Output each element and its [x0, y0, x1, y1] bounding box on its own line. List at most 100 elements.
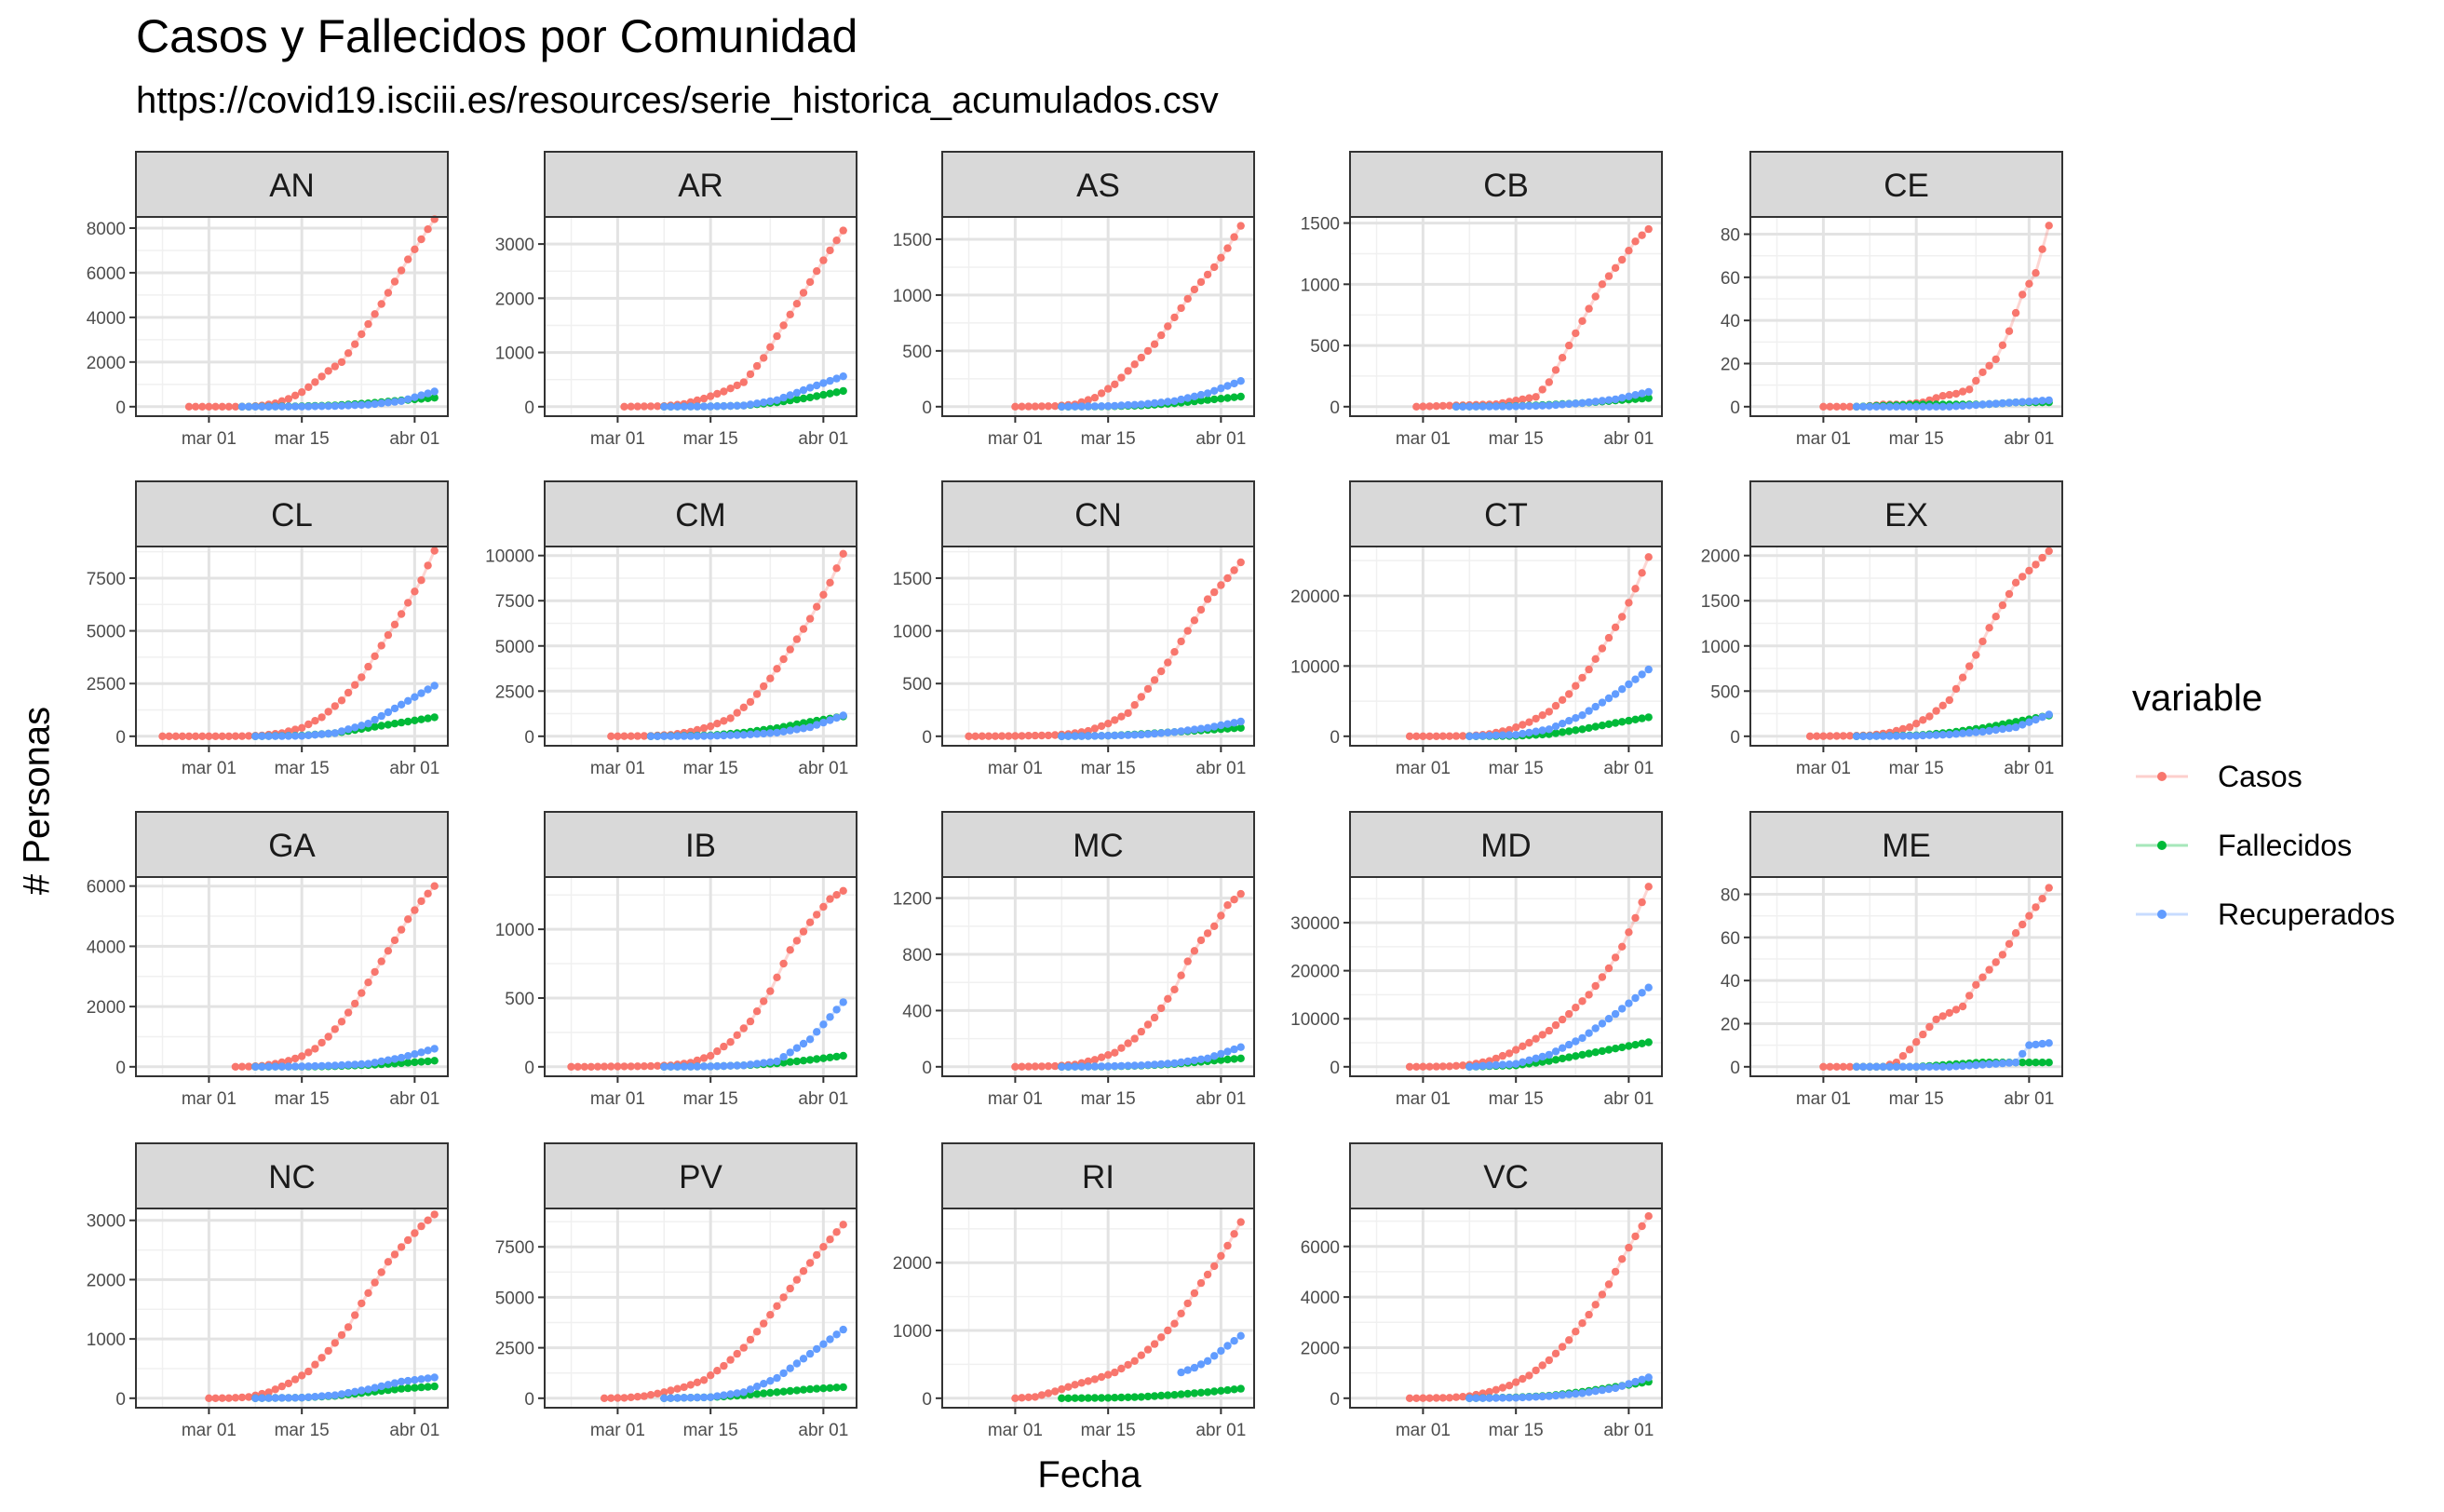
x-tick-label: mar 15 — [275, 1089, 330, 1109]
y-tick-label: 400 — [902, 1002, 932, 1021]
data-point-casos — [2011, 929, 2020, 938]
data-point-recuperados — [1919, 731, 1927, 740]
data-point-casos — [773, 973, 781, 982]
data-point-recuperados — [1183, 1057, 1192, 1066]
data-point-recuperados — [1111, 1061, 1119, 1071]
data-point-fallecidos — [1558, 1054, 1567, 1063]
data-point-recuperados — [298, 402, 306, 411]
data-point-recuperados — [1465, 732, 1474, 740]
data-point-casos — [364, 979, 372, 987]
data-point-casos — [786, 946, 794, 954]
data-point-casos — [1985, 965, 1993, 974]
data-point-recuperados — [1217, 1049, 1225, 1059]
data-point-casos — [2005, 939, 2014, 948]
panel-border-pv — [544, 1208, 857, 1409]
data-point-casos — [1210, 922, 1219, 930]
data-point-casos — [1558, 354, 1567, 362]
data-point-casos — [397, 266, 406, 275]
facet-strip-cm — [544, 480, 857, 547]
data-point-casos — [733, 709, 741, 717]
data-point-casos — [819, 590, 828, 599]
series-recuperados-cn — [1058, 717, 1245, 740]
data-point-casos — [779, 1293, 788, 1302]
data-point-recuperados — [680, 1062, 688, 1071]
data-point-recuperados — [1210, 1352, 1219, 1360]
data-point-recuperados — [258, 402, 266, 411]
x-axis-label: Fecha — [1037, 1454, 1141, 1495]
data-point-casos — [839, 226, 847, 235]
series-recuperados-cb — [1452, 387, 1653, 411]
data-point-casos — [1157, 1333, 1166, 1342]
data-point-recuperados — [1452, 402, 1461, 411]
data-point-recuperados — [766, 1377, 775, 1385]
facet-strip-an — [135, 151, 449, 218]
data-point-fallecidos — [813, 1055, 821, 1063]
data-point-casos — [1150, 340, 1159, 348]
data-point-recuperados — [1077, 402, 1086, 411]
data-point-casos — [1638, 569, 1646, 577]
data-point-casos — [1143, 1020, 1153, 1029]
data-point-casos — [1565, 1336, 1573, 1344]
data-point-fallecidos — [799, 1385, 808, 1394]
data-point-fallecidos — [786, 1386, 794, 1396]
data-point-casos — [1137, 1027, 1146, 1036]
data-point-recuperados — [1150, 1060, 1159, 1069]
data-point-recuperados — [1177, 395, 1185, 404]
series-recuperados-ga — [251, 1045, 439, 1072]
y-tick-label: 0 — [1730, 728, 1740, 748]
data-point-recuperados — [826, 1335, 834, 1343]
facet-strip-as — [941, 151, 1255, 218]
data-point-fallecidos — [430, 1057, 439, 1065]
data-point-casos — [1972, 376, 1980, 385]
data-point-casos — [317, 1038, 326, 1047]
panel-border-an — [135, 216, 449, 417]
x-tick-label: mar 15 — [1081, 1421, 1136, 1440]
data-point-casos — [284, 1379, 293, 1388]
data-point-casos — [1432, 402, 1440, 411]
data-point-casos — [1084, 1377, 1093, 1385]
data-point-casos — [760, 354, 768, 362]
data-point-recuperados — [1558, 1044, 1567, 1052]
data-point-fallecidos — [773, 1388, 781, 1397]
data-point-casos — [337, 1330, 346, 1340]
data-point-casos — [1137, 1351, 1146, 1359]
data-point-recuperados — [264, 1062, 273, 1071]
data-point-fallecidos — [832, 1384, 841, 1392]
data-point-casos — [1011, 1394, 1019, 1403]
data-point-casos — [1538, 711, 1546, 720]
data-point-casos — [1196, 277, 1206, 287]
data-point-recuperados — [686, 732, 695, 740]
data-point-fallecidos — [1585, 1049, 1593, 1058]
data-point-casos — [1097, 389, 1106, 398]
data-point-casos — [819, 902, 828, 911]
x-tick-label: abr 01 — [2004, 1089, 2054, 1109]
data-point-casos — [1164, 322, 1172, 331]
data-point-recuperados — [1111, 731, 1119, 740]
data-point-recuperados — [311, 1393, 319, 1401]
data-point-casos — [746, 1335, 755, 1344]
data-point-casos — [1919, 1030, 1927, 1039]
data-point-casos — [839, 549, 847, 558]
data-point-casos — [1551, 701, 1560, 710]
panel-border-mc — [941, 876, 1255, 1077]
data-point-casos — [713, 1367, 722, 1375]
data-point-recuperados — [1519, 1393, 1527, 1402]
data-point-casos — [1578, 997, 1587, 1006]
data-point-casos — [766, 987, 775, 995]
data-point-recuperados — [1519, 402, 1527, 411]
data-point-casos — [2025, 566, 2033, 575]
data-point-fallecidos — [1572, 726, 1580, 735]
data-point-recuperados — [1631, 1377, 1640, 1386]
data-point-recuperados — [1898, 732, 1908, 740]
data-point-casos — [654, 1389, 662, 1398]
series-recuperados-ri — [1177, 1331, 1245, 1377]
data-point-recuperados — [1532, 401, 1540, 411]
data-point-recuperados — [686, 402, 695, 411]
data-point-casos — [1412, 1394, 1421, 1403]
data-point-casos — [1223, 574, 1232, 583]
data-point-casos — [1572, 1004, 1580, 1012]
data-point-recuperados — [1097, 1062, 1106, 1071]
